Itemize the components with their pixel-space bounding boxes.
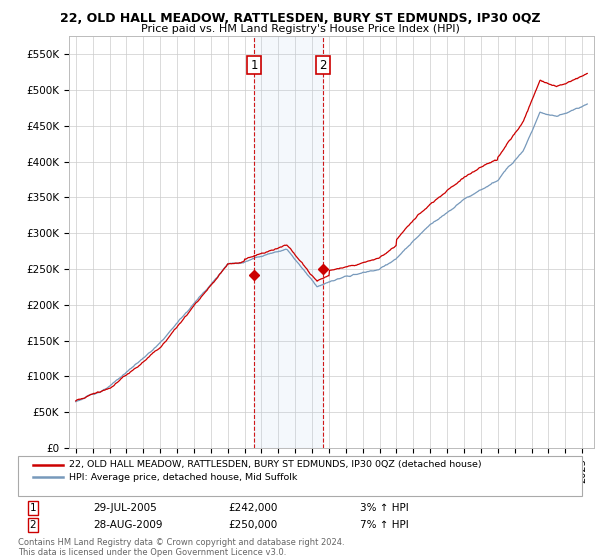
Text: Price paid vs. HM Land Registry's House Price Index (HPI): Price paid vs. HM Land Registry's House …	[140, 24, 460, 34]
Text: 2: 2	[319, 59, 327, 72]
Text: £250,000: £250,000	[228, 520, 277, 530]
Text: Contains HM Land Registry data © Crown copyright and database right 2024.
This d: Contains HM Land Registry data © Crown c…	[18, 538, 344, 557]
Text: 1: 1	[250, 59, 258, 72]
Text: 7% ↑ HPI: 7% ↑ HPI	[360, 520, 409, 530]
Text: 22, OLD HALL MEADOW, RATTLESDEN, BURY ST EDMUNDS, IP30 0QZ (detached house): 22, OLD HALL MEADOW, RATTLESDEN, BURY ST…	[69, 460, 482, 469]
Text: HPI: Average price, detached house, Mid Suffolk: HPI: Average price, detached house, Mid …	[69, 473, 298, 482]
Text: 3% ↑ HPI: 3% ↑ HPI	[360, 503, 409, 513]
Text: 28-AUG-2009: 28-AUG-2009	[93, 520, 163, 530]
Text: 29-JUL-2005: 29-JUL-2005	[93, 503, 157, 513]
Text: £242,000: £242,000	[228, 503, 277, 513]
Text: 22, OLD HALL MEADOW, RATTLESDEN, BURY ST EDMUNDS, IP30 0QZ: 22, OLD HALL MEADOW, RATTLESDEN, BURY ST…	[59, 12, 541, 25]
Text: 1: 1	[29, 503, 37, 513]
Text: 2: 2	[29, 520, 37, 530]
Bar	[254, 36, 323, 448]
